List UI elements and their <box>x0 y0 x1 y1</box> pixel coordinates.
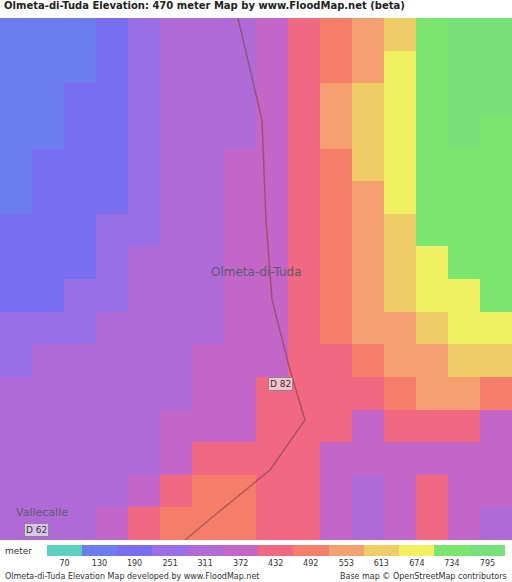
svg-text:Olmeta-di-Tuda Elevation Map d: Olmeta-di-Tuda Elevation Map developed b… <box>5 572 259 581</box>
svg-text:311: 311 <box>197 559 212 568</box>
svg-text:492: 492 <box>303 559 318 568</box>
svg-text:795: 795 <box>480 559 495 568</box>
svg-text:734: 734 <box>444 559 459 568</box>
svg-text:613: 613 <box>374 559 389 568</box>
svg-text:251: 251 <box>162 559 177 568</box>
svg-text:Olmeta-di-Tuda Elevation: 470: Olmeta-di-Tuda Elevation: 470 meter Map … <box>4 0 405 11</box>
svg-text:Olmeta-di-Tuda: Olmeta-di-Tuda <box>211 265 302 279</box>
svg-text:674: 674 <box>409 559 424 568</box>
svg-text:meter: meter <box>5 546 32 556</box>
svg-text:553: 553 <box>339 559 354 568</box>
svg-text:432: 432 <box>268 559 283 568</box>
svg-text:D 62: D 62 <box>26 525 47 535</box>
svg-text:70: 70 <box>59 559 69 568</box>
svg-text:Base map © OpenStreetMap contr: Base map © OpenStreetMap contributors <box>340 572 507 581</box>
svg-text:372: 372 <box>233 559 248 568</box>
svg-text:190: 190 <box>127 559 142 568</box>
svg-text:Vallecalle: Vallecalle <box>16 506 68 519</box>
svg-text:130: 130 <box>92 559 107 568</box>
svg-text:D 82: D 82 <box>270 379 291 389</box>
